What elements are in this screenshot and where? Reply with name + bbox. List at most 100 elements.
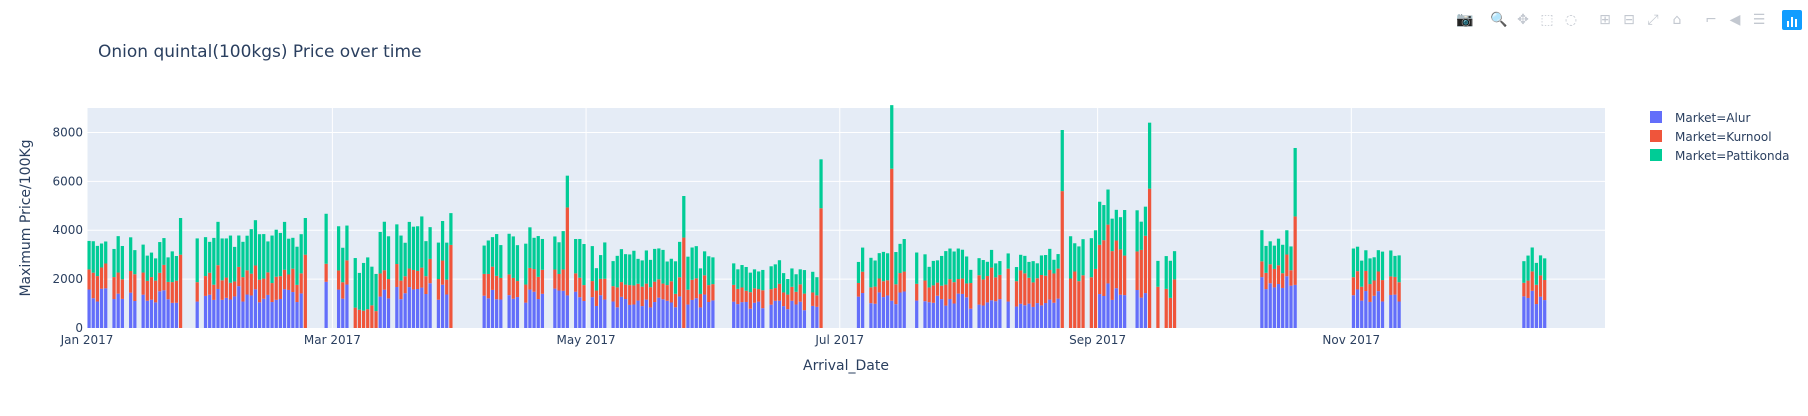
bar-kurnool[interactable] xyxy=(960,278,965,294)
bar-alur[interactable] xyxy=(482,295,486,328)
bar-alur[interactable] xyxy=(1264,289,1268,328)
bar-alur[interactable] xyxy=(295,302,299,328)
bar-pattikonda[interactable] xyxy=(99,243,104,268)
bar-alur[interactable] xyxy=(515,297,520,328)
bar-alur[interactable] xyxy=(1364,291,1368,328)
bar-pattikonda[interactable] xyxy=(960,249,965,279)
bar-kurnool[interactable] xyxy=(1135,251,1139,291)
bar-pattikonda[interactable] xyxy=(282,221,287,270)
bar-alur[interactable] xyxy=(794,304,798,328)
bar-kurnool[interactable] xyxy=(1372,280,1376,296)
bar-kurnool[interactable] xyxy=(557,274,561,291)
bar-alur[interactable] xyxy=(1114,288,1118,328)
bar-pattikonda[interactable] xyxy=(1389,250,1393,277)
bar-kurnool[interactable] xyxy=(341,282,345,299)
bar-alur[interactable] xyxy=(977,304,981,328)
bar-pattikonda[interactable] xyxy=(386,236,391,280)
bar-pattikonda[interactable] xyxy=(1143,206,1148,236)
bar-alur[interactable] xyxy=(948,298,952,328)
bar-pattikonda[interactable] xyxy=(694,246,698,279)
bar-kurnool[interactable] xyxy=(565,207,569,296)
bar-alur[interactable] xyxy=(761,308,765,328)
bar-kurnool[interactable] xyxy=(898,273,902,293)
bar-pattikonda[interactable] xyxy=(977,258,981,276)
bar-alur[interactable] xyxy=(1143,293,1148,328)
bar-kurnool[interactable] xyxy=(374,311,378,328)
bar-layer[interactable] xyxy=(87,105,1547,328)
bar-pattikonda[interactable] xyxy=(129,237,133,271)
bar-pattikonda[interactable] xyxy=(170,251,174,283)
bar-alur[interactable] xyxy=(87,289,91,328)
bar-kurnool[interactable] xyxy=(399,280,403,300)
bar-kurnool[interactable] xyxy=(1534,284,1538,305)
bar-pattikonda[interactable] xyxy=(985,261,990,276)
bar-alur[interactable] xyxy=(91,298,95,328)
bar-kurnool[interactable] xyxy=(661,283,665,300)
bar-alur[interactable] xyxy=(382,289,386,328)
bar-pattikonda[interactable] xyxy=(877,253,881,279)
bar-pattikonda[interactable] xyxy=(802,270,807,294)
bar-alur[interactable] xyxy=(657,297,661,328)
bar-alur[interactable] xyxy=(208,294,212,328)
bar-kurnool[interactable] xyxy=(1143,235,1148,294)
bar-alur[interactable] xyxy=(324,281,328,328)
bar-pattikonda[interactable] xyxy=(1039,255,1044,276)
bar-kurnool[interactable] xyxy=(141,272,145,295)
bar-kurnool[interactable] xyxy=(262,278,266,299)
bar-kurnool[interactable] xyxy=(336,270,341,290)
bar-pattikonda[interactable] xyxy=(299,234,303,274)
bar-kurnool[interactable] xyxy=(1276,265,1281,284)
bar-kurnool[interactable] xyxy=(245,270,249,295)
bar-kurnool[interactable] xyxy=(794,291,798,305)
bar-pattikonda[interactable] xyxy=(291,237,295,269)
bar-pattikonda[interactable] xyxy=(665,261,669,286)
bar-alur[interactable] xyxy=(856,296,861,328)
bar-pattikonda[interactable] xyxy=(707,256,711,286)
bar-kurnool[interactable] xyxy=(291,268,295,293)
bar-pattikonda[interactable] xyxy=(407,221,411,269)
bar-kurnool[interactable] xyxy=(1360,286,1364,301)
bar-pattikonda[interactable] xyxy=(1268,241,1272,265)
bar-pattikonda[interactable] xyxy=(1285,230,1289,255)
bar-pattikonda[interactable] xyxy=(1052,259,1056,274)
bar-kurnool[interactable] xyxy=(615,287,619,308)
bar-kurnool[interactable] xyxy=(112,277,116,300)
bar-alur[interactable] xyxy=(1530,290,1534,328)
bar-alur[interactable] xyxy=(873,303,877,328)
bar-kurnool[interactable] xyxy=(212,284,216,300)
bar-pattikonda[interactable] xyxy=(594,268,599,291)
bar-kurnool[interactable] xyxy=(1073,271,1077,328)
bar-pattikonda[interactable] xyxy=(1172,251,1177,280)
bar-pattikonda[interactable] xyxy=(399,235,403,281)
bar-kurnool[interactable] xyxy=(440,260,445,285)
bar-pattikonda[interactable] xyxy=(615,255,619,288)
bar-pattikonda[interactable] xyxy=(690,247,694,280)
bar-alur[interactable] xyxy=(561,290,565,328)
bar-kurnool[interactable] xyxy=(698,293,703,308)
bar-pattikonda[interactable] xyxy=(395,224,399,265)
bar-pattikonda[interactable] xyxy=(777,260,782,284)
bar-alur[interactable] xyxy=(1106,283,1110,328)
bar-kurnool[interactable] xyxy=(540,269,545,294)
bar-alur[interactable] xyxy=(748,308,752,328)
bar-kurnool[interactable] xyxy=(869,287,873,304)
bar-alur[interactable] xyxy=(582,301,586,328)
bar-pattikonda[interactable] xyxy=(1351,248,1355,278)
bar-alur[interactable] xyxy=(112,299,116,328)
bar-alur[interactable] xyxy=(981,305,985,328)
bar-alur[interactable] xyxy=(490,289,495,328)
bar-pattikonda[interactable] xyxy=(781,273,786,293)
bar-pattikonda[interactable] xyxy=(619,249,624,283)
bar-kurnool[interactable] xyxy=(927,287,931,303)
bar-alur[interactable] xyxy=(1276,284,1281,328)
bar-kurnool[interactable] xyxy=(1264,272,1268,290)
bar-pattikonda[interactable] xyxy=(748,272,752,293)
bar-alur[interactable] xyxy=(644,299,648,328)
bar-pattikonda[interactable] xyxy=(1355,246,1360,272)
bar-kurnool[interactable] xyxy=(174,280,179,303)
bar-pattikonda[interactable] xyxy=(1368,258,1372,285)
bar-kurnool[interactable] xyxy=(777,283,782,301)
bar-alur[interactable] xyxy=(732,301,736,328)
bar-alur[interactable] xyxy=(257,302,262,328)
bar-kurnool[interactable] xyxy=(411,269,416,290)
